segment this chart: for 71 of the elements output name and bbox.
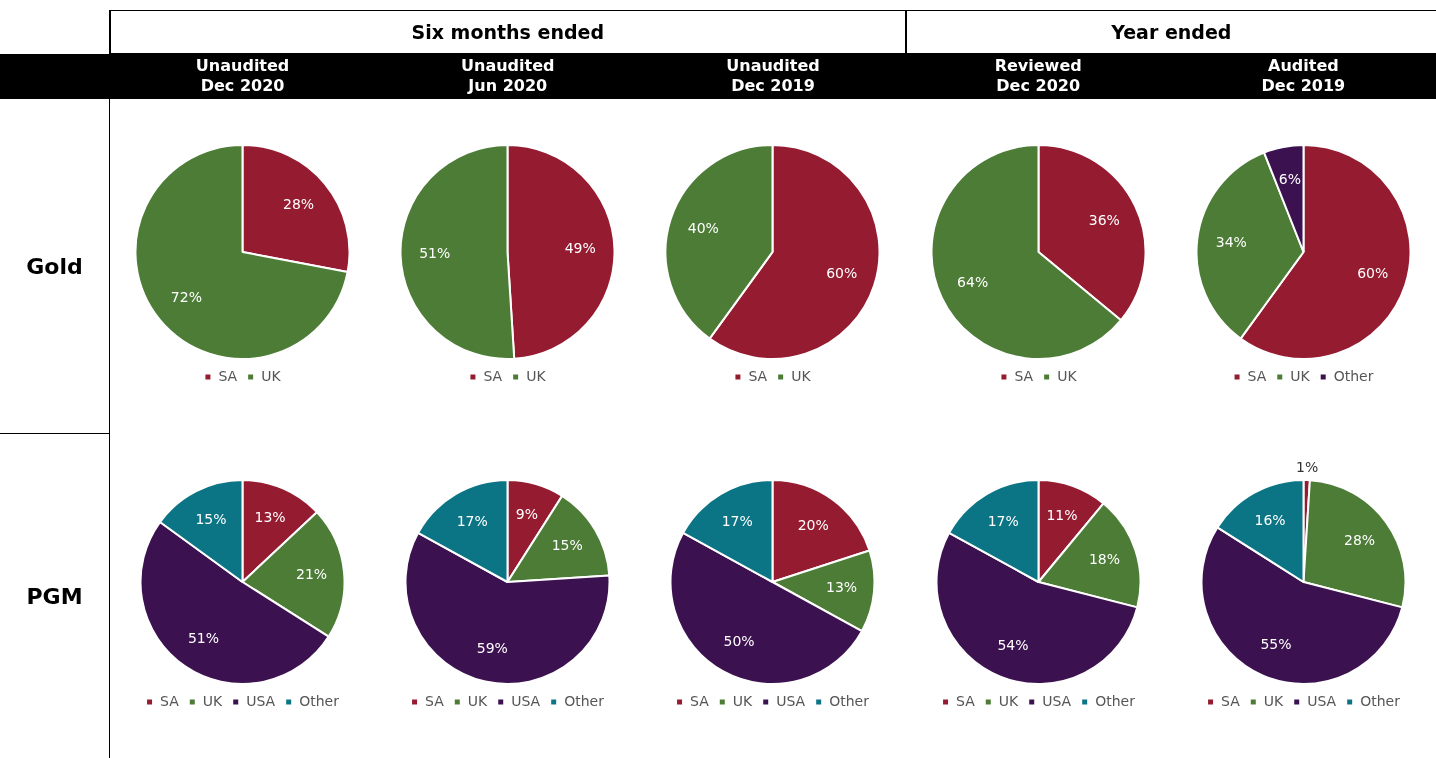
legend-label: UK <box>1056 367 1077 384</box>
legend-label: USA <box>511 692 541 709</box>
legend-label: UK <box>202 692 224 709</box>
data-label: 18% <box>1088 551 1120 568</box>
data-label: 36% <box>1088 211 1120 228</box>
legend-label: UK <box>1290 367 1311 384</box>
data-label: 13% <box>254 508 286 525</box>
legend-label: USA <box>246 692 276 709</box>
legend-label: Other <box>564 692 605 709</box>
data-label: 51% <box>187 630 220 647</box>
data-label: 28% <box>1343 531 1375 548</box>
data-label: 16% <box>1254 511 1286 528</box>
legend-label: USA <box>1307 692 1337 709</box>
legend-label: SA <box>425 692 445 709</box>
legend-label: Other <box>829 692 870 709</box>
legend-label: UK <box>1263 692 1284 709</box>
legend-label: UK <box>791 367 812 384</box>
data-label: 17% <box>456 512 488 529</box>
data-label: 17% <box>987 512 1019 529</box>
legend-label: Other <box>1333 367 1374 384</box>
legend-label: SA <box>160 692 180 709</box>
data-label: 51% <box>419 244 451 261</box>
legend-label: SA <box>1220 692 1241 709</box>
data-label: 60% <box>1356 265 1389 282</box>
data-label: 40% <box>688 220 720 237</box>
text: PGM <box>26 584 83 609</box>
legend-label: UK <box>467 692 489 709</box>
legend-label: UK <box>261 367 282 384</box>
data-label: 13% <box>826 579 858 596</box>
chart-title: Unaudited Dec 2019 <box>726 56 820 95</box>
legend-label: SA <box>1247 367 1267 384</box>
data-label: 17% <box>722 512 754 529</box>
text: Gold <box>26 253 83 279</box>
text: Six months ended <box>411 21 605 43</box>
legend-label: UK <box>526 367 547 384</box>
data-label: 1% <box>1295 458 1318 475</box>
legend-label: USA <box>776 692 806 709</box>
legend-label: SA <box>1014 367 1034 384</box>
data-label: 6% <box>1278 171 1301 188</box>
data-label: 9% <box>515 506 539 523</box>
legend-label: Other <box>1359 692 1400 709</box>
data-label: 55% <box>1260 636 1292 653</box>
data-label: 15% <box>551 537 583 554</box>
data-label: 50% <box>723 633 756 650</box>
legend-label: Other <box>299 692 340 709</box>
chart-title: Unaudited Dec 2020 <box>195 56 290 95</box>
legend-label: SA <box>690 692 710 709</box>
legend-label: SA <box>748 367 768 384</box>
data-label: 20% <box>798 516 830 533</box>
data-label: 60% <box>826 265 858 282</box>
legend-label: USA <box>1041 692 1072 709</box>
chart-title: Reviewed Dec 2020 <box>994 56 1082 95</box>
legend-label: Other <box>1094 692 1135 709</box>
chart-title: Audited Dec 2019 <box>1261 56 1346 95</box>
legend-label: SA <box>955 692 975 709</box>
chart-title: Unaudited Jun 2020 <box>461 56 555 95</box>
legend-label: UK <box>733 692 754 709</box>
legend-label: SA <box>218 367 238 384</box>
data-label: 21% <box>295 566 328 583</box>
data-label: 72% <box>170 289 202 306</box>
data-label: 34% <box>1215 233 1247 250</box>
data-label: 59% <box>476 640 509 657</box>
data-label: 11% <box>1046 507 1078 524</box>
data-label: 49% <box>564 240 596 257</box>
legend-label: SA <box>483 367 503 384</box>
legend-label: UK <box>998 692 1019 709</box>
data-label: 15% <box>195 510 227 527</box>
text: Year ended <box>1111 21 1232 43</box>
data-label: 54% <box>997 637 1029 654</box>
data-label: 28% <box>283 196 315 213</box>
data-label: 64% <box>956 273 988 290</box>
